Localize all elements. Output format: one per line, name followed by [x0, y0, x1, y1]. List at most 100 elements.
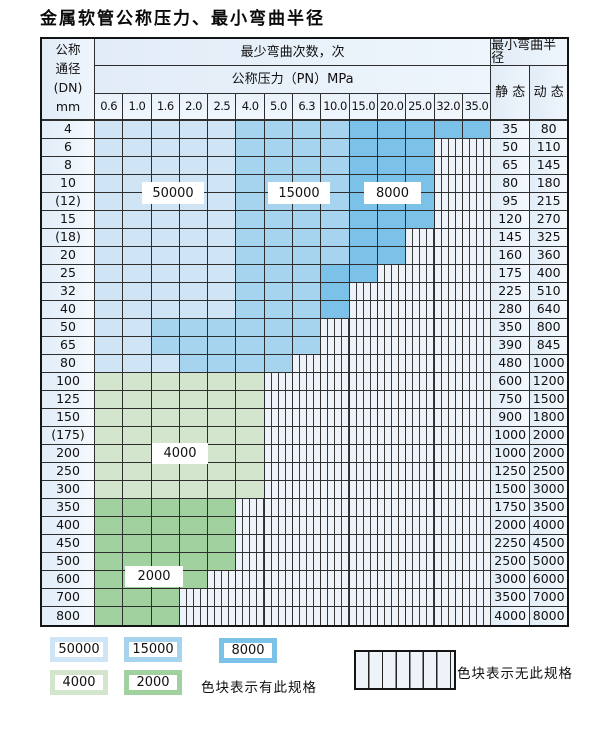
pn-header-cell: 4.0 — [236, 94, 265, 121]
legend-label: 2000 — [129, 675, 177, 690]
pn-cell-striped — [264, 517, 294, 535]
dn-cell: 800 — [42, 607, 95, 625]
dynamic-header-cell: 动 态 — [530, 66, 568, 121]
pn-cell — [123, 517, 152, 535]
legend-none-text: 色块表示无此规格 — [457, 666, 573, 682]
pn-cell — [264, 157, 294, 175]
pn-cell — [208, 409, 237, 427]
pn-cell — [123, 427, 152, 445]
pn-cell-striped — [293, 481, 322, 499]
pn-cell — [236, 391, 265, 409]
pn-cell — [264, 121, 294, 139]
pn-cell-striped — [349, 571, 378, 589]
pn-cell — [95, 247, 124, 265]
pn-cell-striped — [434, 211, 463, 229]
pn-cell — [264, 229, 294, 247]
pn-cell — [377, 247, 407, 265]
dn-cell: 150 — [42, 409, 95, 427]
pn-cell — [95, 445, 124, 463]
pn-cell-striped — [434, 571, 463, 589]
pn-cell-striped — [321, 535, 350, 553]
pn-header-cell: 6.3 — [293, 94, 322, 121]
pn-cell — [264, 337, 294, 355]
pn-cell-striped — [406, 373, 435, 391]
pn-cell — [151, 517, 180, 535]
pn-cell-striped — [377, 445, 407, 463]
pn-cell — [95, 355, 124, 373]
pn-cell — [236, 409, 265, 427]
pn-cell — [349, 157, 378, 175]
pn-cell — [179, 121, 209, 139]
dn-header-line: 公称 — [55, 42, 81, 58]
pn-cell — [236, 337, 265, 355]
pn-cell — [208, 517, 237, 535]
pn-cell-striped — [462, 337, 492, 355]
pn-cell-striped — [293, 607, 322, 625]
pn-cell-striped — [462, 571, 492, 589]
pn-cell-striped — [321, 391, 350, 409]
pn-cell — [151, 373, 180, 391]
static-value-cell: 280 — [491, 301, 531, 319]
pn-cell-striped — [434, 319, 463, 337]
pn-cell — [179, 463, 209, 481]
pn-cell — [123, 589, 152, 607]
pn-cell — [264, 211, 294, 229]
pn-cell — [151, 211, 180, 229]
pn-cell-striped — [349, 481, 378, 499]
pn-cell-striped — [264, 427, 294, 445]
pn-cell — [179, 481, 209, 499]
dynamic-value-cell: 800 — [530, 319, 568, 337]
pn-cell-striped — [349, 319, 378, 337]
pn-cell — [321, 301, 350, 319]
pn-cell-striped — [406, 535, 435, 553]
pn-cell-striped — [264, 499, 294, 517]
pn-header-cell: 5.0 — [264, 94, 294, 121]
static-value-cell: 225 — [491, 283, 531, 301]
pn-cell — [151, 463, 180, 481]
static-value-cell: 1000 — [491, 445, 531, 463]
pn-cell — [293, 121, 322, 139]
pn-cell-striped — [406, 409, 435, 427]
static-value-cell: 1500 — [491, 481, 531, 499]
dynamic-value-cell: 640 — [530, 301, 568, 319]
pn-cell-striped — [377, 607, 407, 625]
legend-block-8000: 8000 — [219, 638, 277, 663]
pn-cell — [95, 499, 124, 517]
pn-cell — [208, 337, 237, 355]
pn-cell — [179, 265, 209, 283]
pn-cell — [293, 247, 322, 265]
pn-cell-striped — [293, 373, 322, 391]
pn-cell-striped — [462, 139, 492, 157]
dn-cell: 250 — [42, 463, 95, 481]
dn-cell: 15 — [42, 211, 95, 229]
pn-cell — [236, 463, 265, 481]
static-value-cell: 95 — [491, 193, 531, 211]
dynamic-value-cell: 4500 — [530, 535, 568, 553]
static-value-cell: 120 — [491, 211, 531, 229]
pn-cell — [236, 211, 265, 229]
pn-cell — [349, 229, 378, 247]
pn-cell — [95, 553, 124, 571]
pressure-header-cell: 公称压力（PN）MPa — [95, 66, 492, 94]
pn-cell-striped — [349, 301, 378, 319]
dynamic-value-cell: 8000 — [530, 607, 568, 625]
pn-cell-striped — [406, 355, 435, 373]
dn-cell: 125 — [42, 391, 95, 409]
pn-cell — [95, 265, 124, 283]
pn-cell — [179, 535, 209, 553]
pn-cell — [95, 517, 124, 535]
pn-cell — [208, 121, 237, 139]
legend-label: 4000 — [55, 675, 103, 690]
pn-cell — [151, 607, 180, 625]
pn-cell-striped — [434, 607, 463, 625]
pn-cell — [151, 535, 180, 553]
pn-cell-striped — [321, 553, 350, 571]
pn-cell — [264, 355, 294, 373]
pn-cell-striped — [406, 463, 435, 481]
dynamic-value-cell: 1800 — [530, 409, 568, 427]
pn-cell — [179, 319, 209, 337]
pn-cell — [321, 247, 350, 265]
pn-cell-striped — [406, 571, 435, 589]
pn-cell — [179, 553, 209, 571]
